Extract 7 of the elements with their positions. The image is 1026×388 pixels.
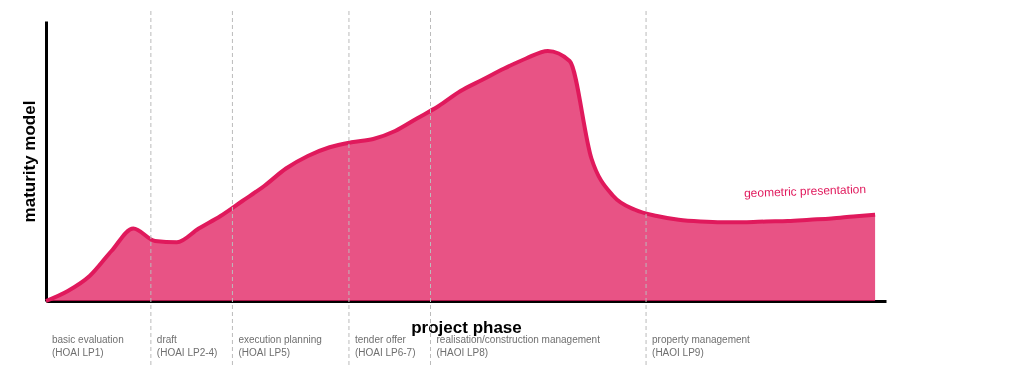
- text: property management (HAOI LP9): [652, 334, 751, 358]
- text: execution planning (HOAI LP5): [238, 334, 322, 358]
- text: basic evaluation (HOAI LP1): [52, 334, 124, 358]
- text: draft (HOAI LP2-4): [156, 334, 218, 358]
- y-axis-title: maturity model: [19, 100, 39, 223]
- text: realisation/construction management (HAOI LP8): [436, 334, 601, 358]
- annotation: geometric presentation: [743, 182, 867, 201]
